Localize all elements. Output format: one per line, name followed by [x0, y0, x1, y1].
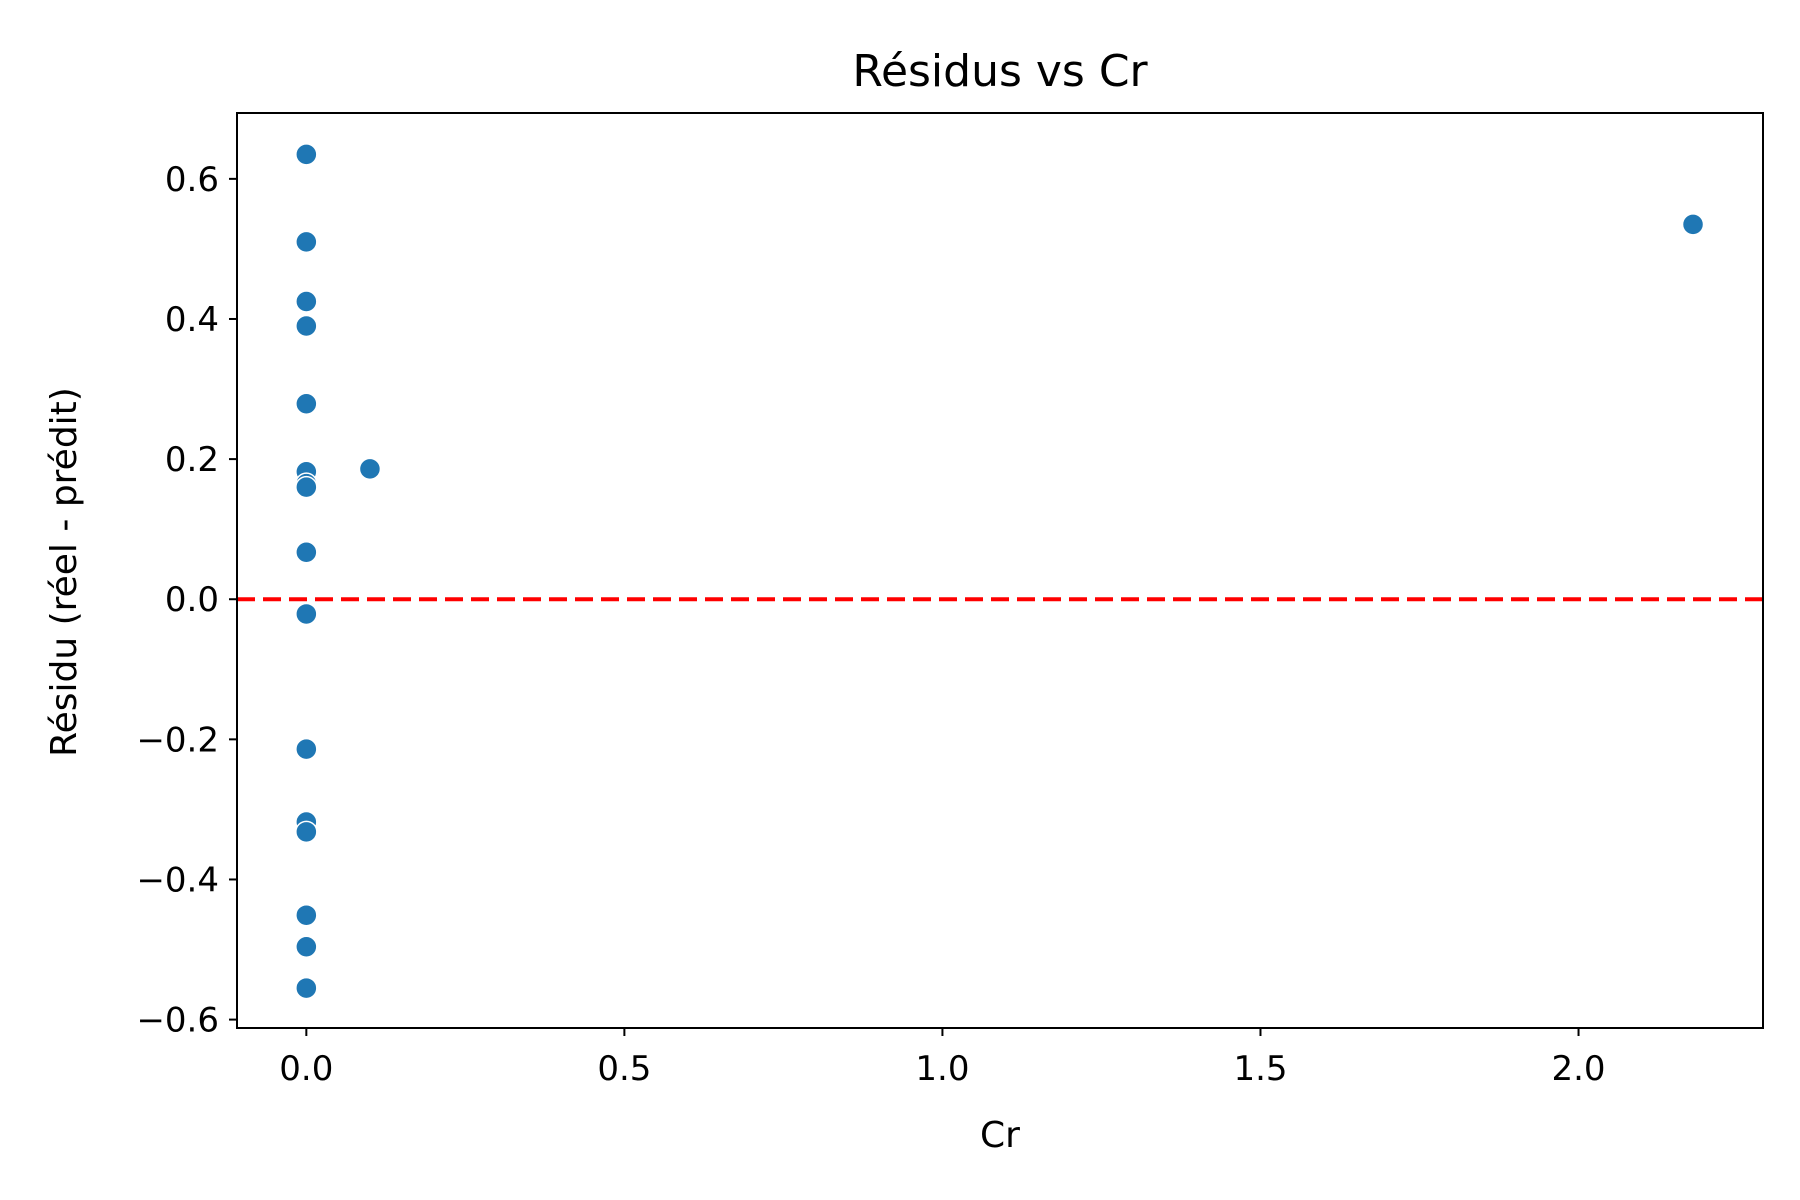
data-points — [295, 143, 1705, 1000]
data-point — [295, 392, 318, 416]
data-point — [295, 230, 318, 254]
x-tick-label: 1.0 — [915, 1049, 969, 1089]
x-axis-ticks: 0.0 0.5 1.0 1.5 2.0 — [279, 1028, 1606, 1089]
data-point — [295, 737, 318, 761]
data-point — [295, 541, 318, 564]
data-point — [295, 820, 318, 844]
data-point — [295, 290, 318, 313]
y-axis-label: Résidu (réel - prédit) — [44, 387, 85, 757]
data-point — [295, 602, 318, 626]
data-point — [295, 143, 318, 166]
data-point — [295, 903, 318, 927]
y-tick-label: −0.4 — [136, 860, 219, 900]
x-tick-label: 2.0 — [1551, 1049, 1605, 1089]
x-tick-label: 1.5 — [1233, 1049, 1287, 1089]
data-point — [1681, 213, 1705, 236]
plot-frame — [236, 112, 1764, 1029]
x-tick-label: 0.5 — [597, 1049, 651, 1089]
y-tick-label: 0.6 — [165, 160, 219, 200]
y-tick-label: 0.4 — [165, 300, 219, 340]
plot-area — [236, 112, 1764, 1029]
y-tick-label: 0.2 — [165, 440, 219, 480]
y-tick-label: −0.6 — [136, 1001, 219, 1041]
data-point — [295, 475, 318, 499]
y-axis-ticks: −0.6 −0.4 −0.2 0.0 0.2 0.4 0.6 — [136, 160, 237, 1041]
x-axis-label: Cr — [980, 1115, 1020, 1156]
data-point — [295, 314, 318, 338]
data-point — [295, 976, 318, 1000]
y-tick-label: 0.0 — [165, 580, 219, 620]
data-point — [358, 457, 382, 481]
x-tick-label: 0.0 — [279, 1049, 333, 1089]
y-tick-label: −0.2 — [136, 720, 219, 760]
data-point — [295, 935, 318, 958]
chart-title: Résidus vs Cr — [852, 46, 1148, 97]
